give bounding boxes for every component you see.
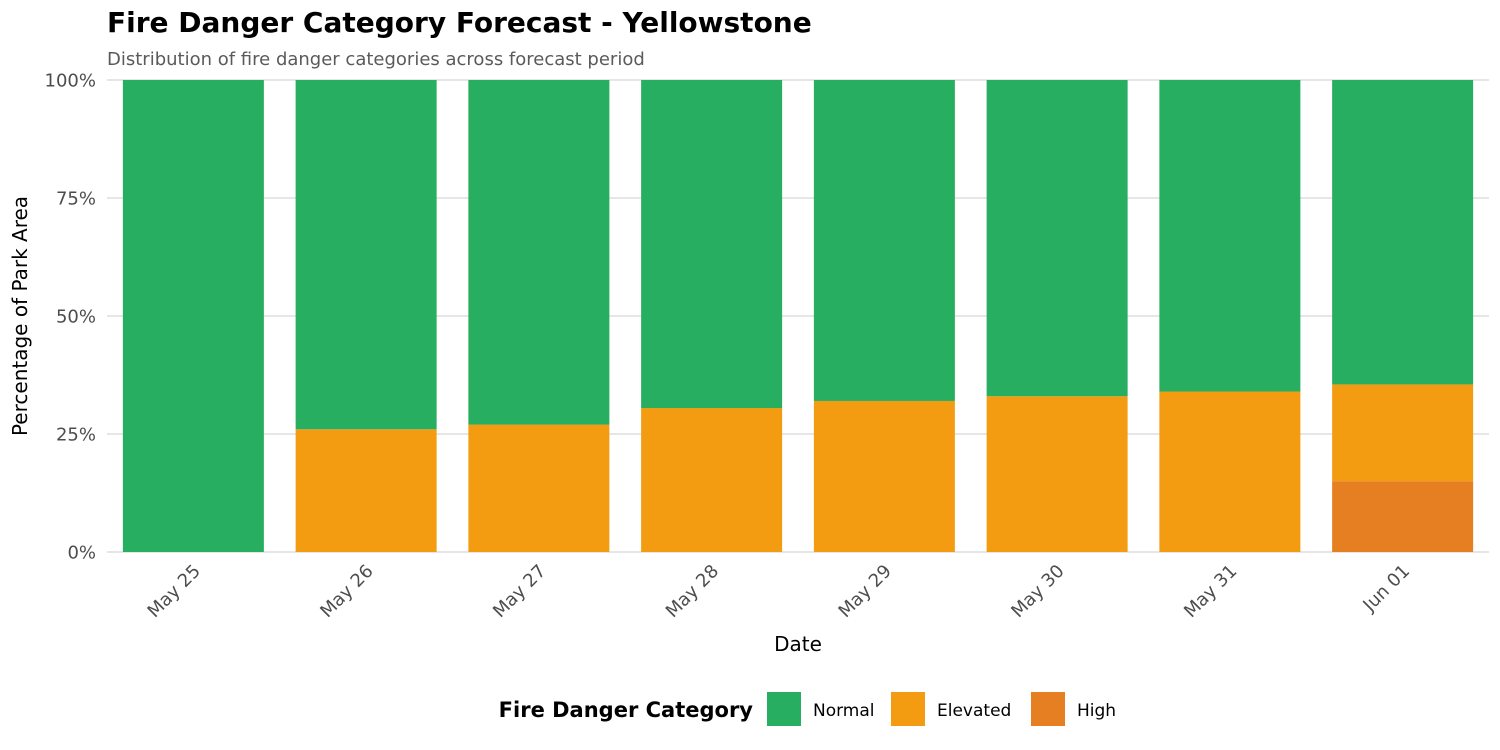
bar-normal-4 <box>813 80 955 401</box>
x-tick-label-5: May 30 <box>1007 561 1068 622</box>
y-tick-label-2: 50% <box>56 307 96 328</box>
bar-normal-1 <box>295 80 437 430</box>
legend: Fire Danger Category Normal Elevated High <box>499 692 1116 726</box>
bar-elevated-5 <box>986 396 1128 552</box>
legend-label-elevated: Elevated <box>937 701 1011 721</box>
legend-title: Fire Danger Category <box>499 698 754 722</box>
chart-subtitle: Distribution of fire danger categories a… <box>107 49 645 70</box>
y-tick-label-4: 100% <box>45 71 96 92</box>
bar-elevated-6 <box>1159 391 1301 552</box>
bars <box>122 80 1474 552</box>
x-axis-ticks: May 25 May 26 May 27 May 28 May 29 May 30 May … <box>144 561 1415 622</box>
chart-title: Fire Danger Category Forecast - Yellowst… <box>107 6 812 39</box>
bar-normal-2 <box>468 80 610 425</box>
bar-elevated-1 <box>295 429 437 552</box>
bar-elevated-4 <box>813 400 955 552</box>
bar-elevated-3 <box>641 408 783 552</box>
bar-normal-3 <box>641 80 783 409</box>
bar-elevated-7 <box>1332 384 1474 482</box>
bar-normal-7 <box>1332 80 1474 385</box>
x-tick-label-7: Jun 01 <box>1358 561 1414 617</box>
y-tick-label-1: 25% <box>56 425 96 446</box>
x-axis-title: Date <box>774 632 822 656</box>
bar-normal-0 <box>122 80 264 552</box>
y-tick-label-3: 75% <box>56 189 96 210</box>
bar-normal-6 <box>1159 80 1301 392</box>
x-tick-label-1: May 26 <box>316 561 377 622</box>
legend-swatch-elevated <box>891 692 925 726</box>
y-axis-ticks: 0% 25% 50% 75% 100% <box>45 71 96 564</box>
legend-items: Normal Elevated High <box>767 692 1116 726</box>
y-tick-label-0: 0% <box>67 543 96 564</box>
x-tick-label-3: May 28 <box>662 561 723 622</box>
legend-swatch-normal <box>767 692 801 726</box>
bar-elevated-2 <box>468 424 610 552</box>
y-axis-title: Percentage of Park Area <box>8 196 32 436</box>
bar-high-7 <box>1332 481 1474 552</box>
x-tick-label-4: May 29 <box>835 561 896 622</box>
x-tick-label-0: May 25 <box>144 561 205 622</box>
legend-label-normal: Normal <box>813 701 875 721</box>
x-tick-label-6: May 31 <box>1180 561 1241 622</box>
bar-normal-5 <box>986 80 1128 397</box>
x-tick-label-2: May 27 <box>489 561 550 622</box>
legend-swatch-high <box>1031 692 1065 726</box>
legend-label-high: High <box>1077 701 1116 721</box>
